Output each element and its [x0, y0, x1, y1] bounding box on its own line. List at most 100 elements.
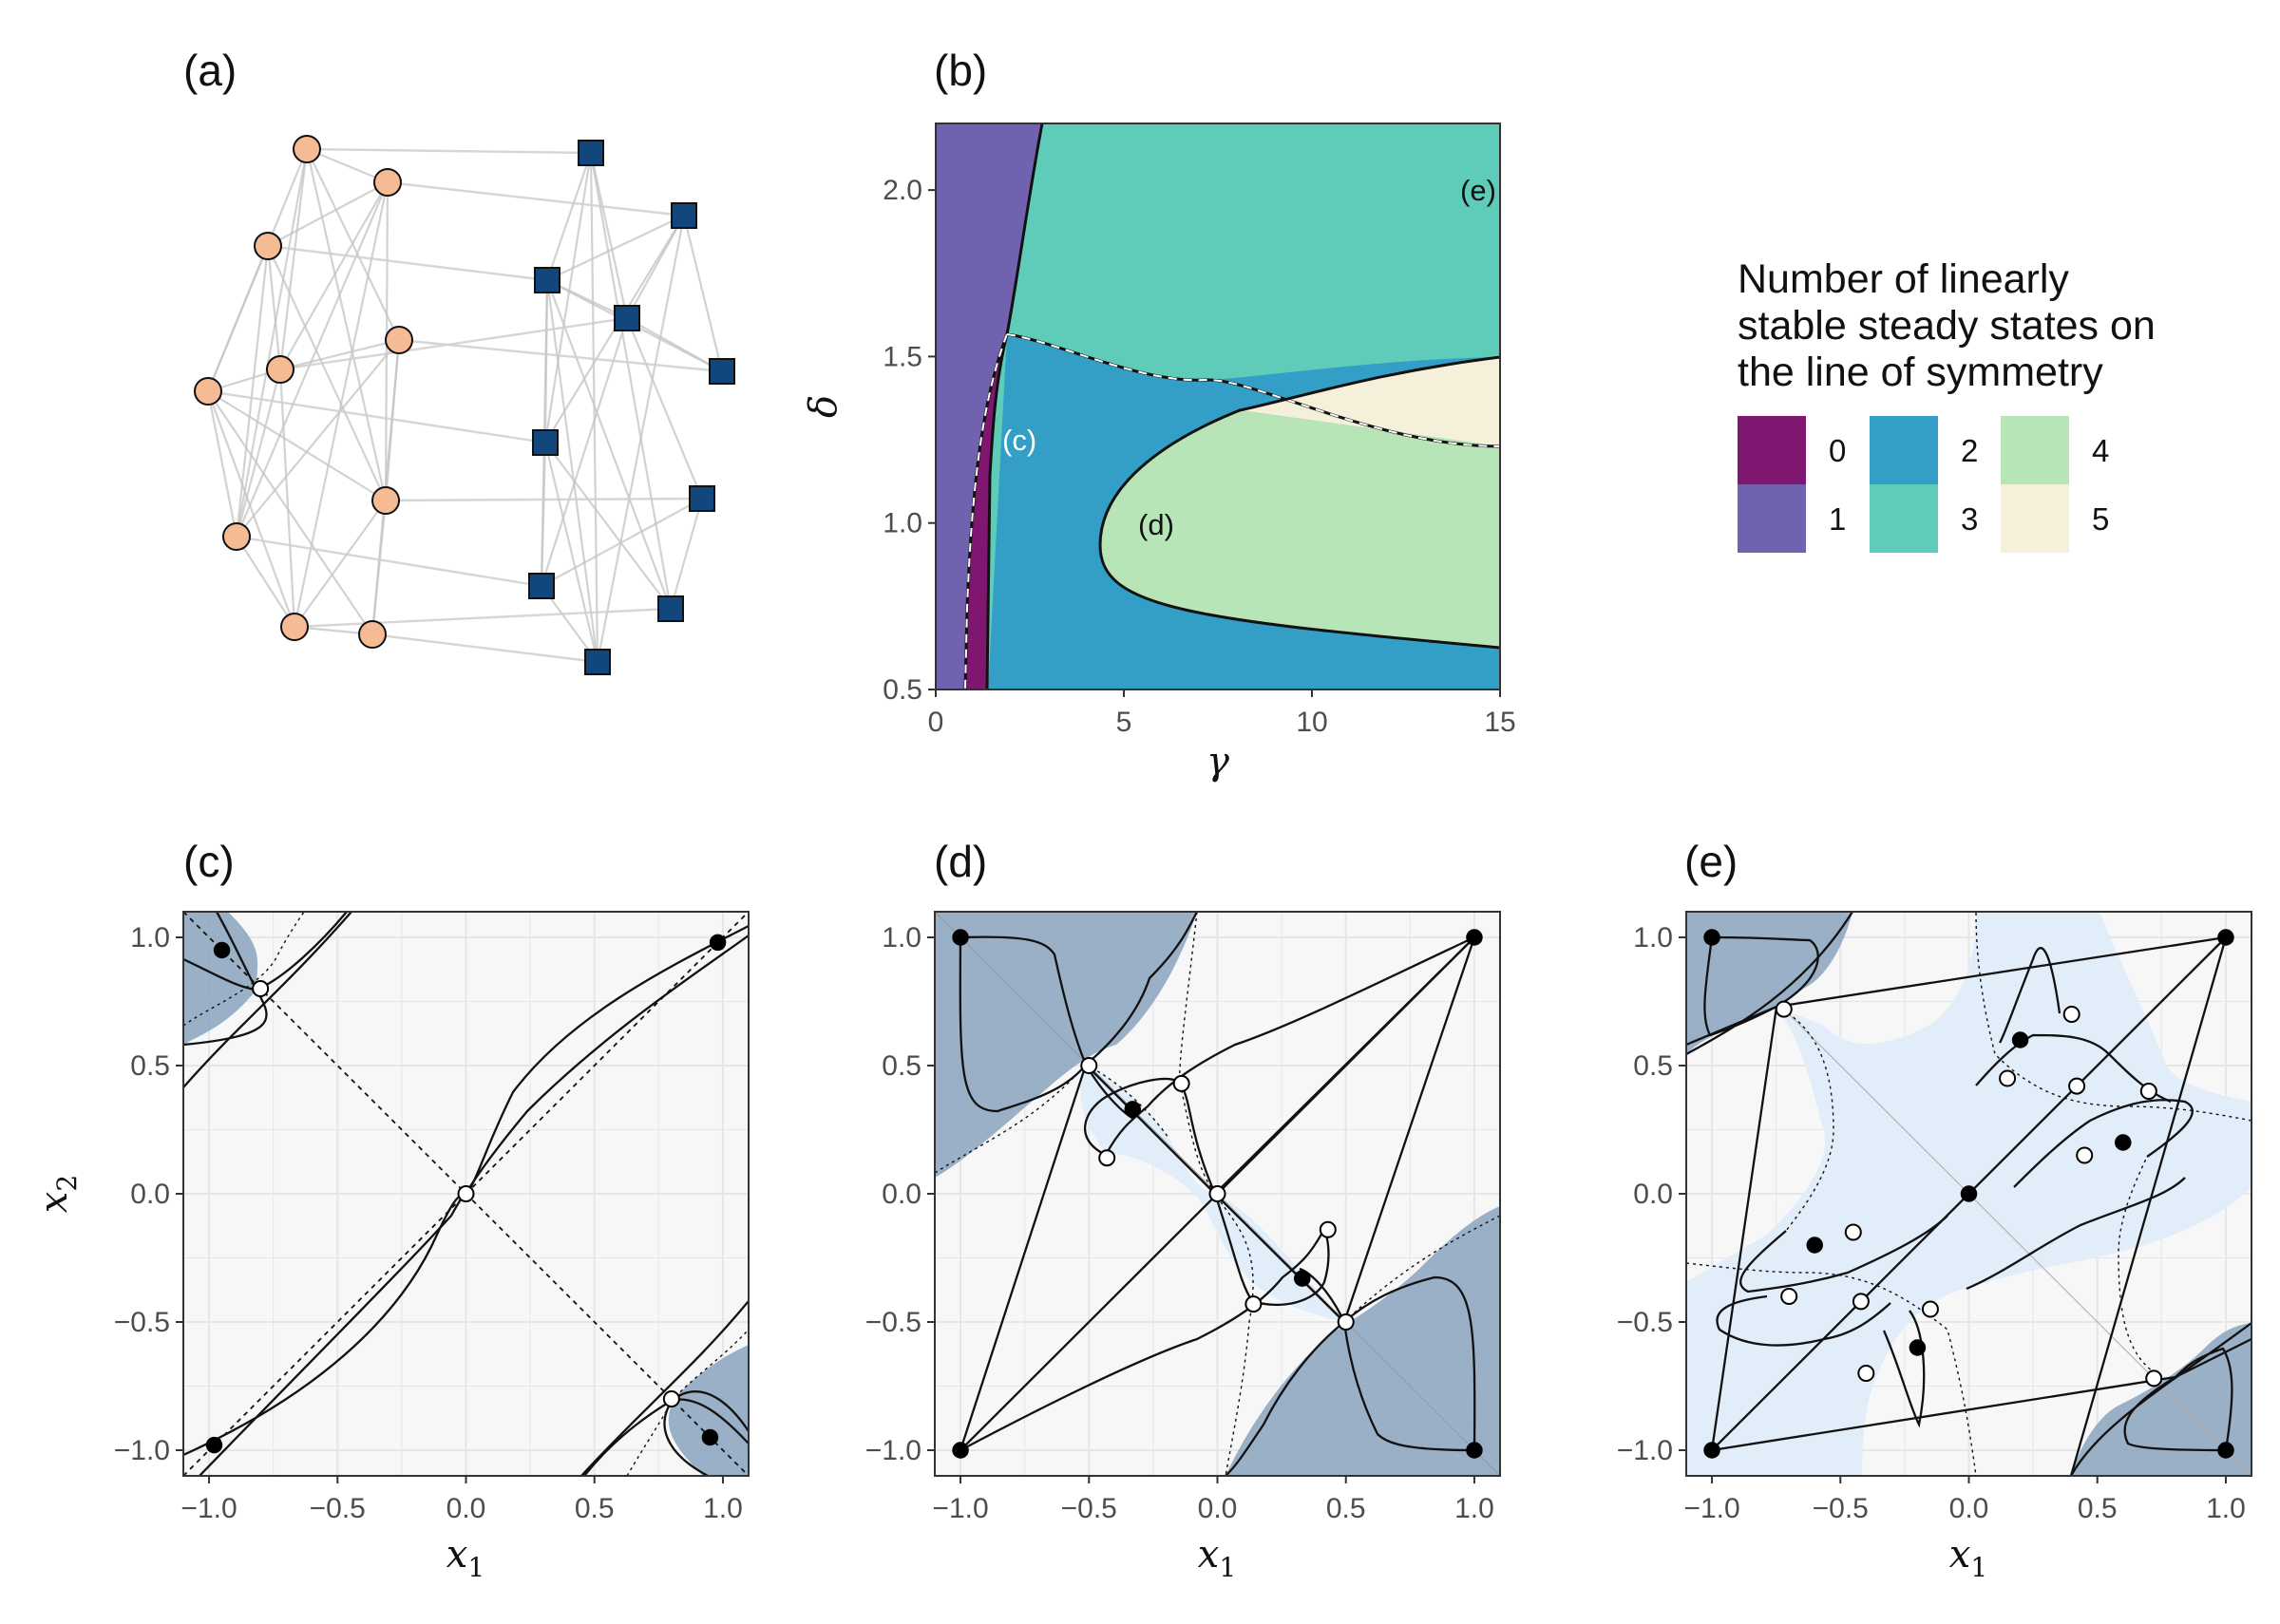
panel-d-label: (d) — [934, 837, 987, 886]
legend-key-5 — [2001, 484, 2069, 553]
unstable-point — [1098, 1149, 1116, 1167]
unstable-point — [1852, 1293, 1870, 1311]
network-edge — [546, 215, 685, 281]
x-axis-label-c: x1 — [446, 1533, 484, 1583]
network-edge — [278, 148, 309, 370]
x-tick-label: 0.5 — [1326, 1493, 1366, 1524]
network-edge — [279, 181, 389, 370]
x-tick-label: 0.0 — [446, 1493, 486, 1524]
node-circle — [266, 355, 294, 384]
network-edge — [267, 245, 387, 501]
network-edge — [541, 498, 703, 587]
y-axis-label-c: x2 — [32, 1175, 83, 1213]
legend: Number of linearly stable steady states … — [1738, 256, 2156, 553]
node-circle — [194, 377, 222, 406]
y-tick-label: −0.5 — [114, 1307, 170, 1338]
region-4 — [1100, 410, 1500, 648]
legend-key-3 — [1870, 484, 1938, 553]
stable-point — [952, 929, 969, 946]
stable-point — [2217, 929, 2234, 946]
node-circle — [371, 486, 400, 515]
panel-b-label: (b) — [934, 46, 987, 95]
network-edge — [279, 316, 628, 371]
network-edge — [385, 497, 703, 502]
basin-e-top-left — [1686, 912, 1852, 1054]
network-edge — [236, 535, 542, 588]
network-edge — [543, 152, 593, 444]
network-edge — [206, 245, 270, 392]
stable-point — [1909, 1339, 1927, 1356]
legend-title-line-3: the line of symmetry — [1738, 349, 2103, 395]
y-tick-label: 1.0 — [1633, 922, 1673, 954]
unstable-point — [1844, 1223, 1862, 1241]
network-edge — [596, 215, 686, 663]
network-edge — [266, 245, 282, 370]
x-axis-label-d: x1 — [1198, 1533, 1236, 1583]
panel-a-label: (a) — [183, 46, 237, 95]
network-edge — [207, 389, 546, 444]
region-5 — [1240, 357, 1500, 446]
panel-c-label: (c) — [183, 837, 235, 886]
unstable-point — [1857, 1365, 1875, 1382]
network-edge — [236, 339, 400, 538]
node-circle — [358, 620, 387, 649]
axes-d: −1.0 −0.5 0.0 0.5 1.0 −1.0 −0.5 0.0 0.5 1.0 — [865, 922, 1494, 1524]
network-edge — [306, 147, 389, 184]
x-tick-label: −0.5 — [310, 1493, 366, 1524]
network-edge — [294, 500, 387, 628]
network-edge — [387, 180, 685, 217]
network-edge — [371, 633, 598, 664]
unstable-point — [662, 1390, 680, 1407]
network-edge — [540, 317, 629, 587]
basin-d-bottom-right — [1226, 1206, 1500, 1476]
unstable-point — [2068, 1077, 2086, 1095]
x-tick-label: −1.0 — [1683, 1493, 1739, 1524]
y-tick-label: 0.5 — [882, 1050, 922, 1082]
unstable-point — [1337, 1313, 1355, 1331]
network-edge — [545, 279, 599, 663]
network-edge — [236, 536, 295, 628]
annotation-d: (d) — [1138, 508, 1174, 541]
points-e — [1703, 929, 2234, 1459]
y-tick-label-b: 1.5 — [883, 341, 922, 372]
x-tick-label: 1.0 — [2206, 1493, 2246, 1524]
network-edge — [625, 317, 704, 500]
x-tick-label-b: 5 — [1116, 707, 1132, 738]
legend-label-1: 1 — [1829, 501, 1846, 537]
legend-title-line-2: stable steady states on — [1738, 303, 2156, 349]
stable-point — [2217, 1442, 2234, 1459]
stable-point — [1294, 1270, 1311, 1287]
unstable-point — [1999, 1069, 2017, 1087]
y-tick-label: −1.0 — [114, 1435, 170, 1466]
basin-c-bottom-right — [668, 1345, 749, 1476]
unstable-point — [1172, 1074, 1190, 1092]
y-tick-label-b: 1.0 — [883, 508, 922, 539]
network-edge — [682, 215, 724, 372]
plot-b-border — [935, 123, 1501, 690]
network-edge — [235, 368, 282, 538]
x-axis-label-e: x1 — [1949, 1533, 1987, 1583]
x-tick-label: 0.0 — [1949, 1493, 1989, 1524]
network-edge — [370, 500, 388, 635]
panel-e-label: (e) — [1684, 837, 1738, 886]
network-edge — [207, 390, 387, 501]
stable-point — [1466, 1442, 1483, 1459]
x-tick-label: 0.5 — [575, 1493, 615, 1524]
legend-label-4: 4 — [2092, 433, 2109, 468]
network-edge — [543, 442, 599, 663]
y-tick-label: −1.0 — [1617, 1435, 1673, 1466]
network-edge — [545, 279, 673, 610]
stable-point — [1960, 1185, 1978, 1202]
legend-key-1 — [1738, 484, 1806, 553]
stable-point — [952, 1442, 969, 1459]
stable-point — [709, 934, 727, 952]
points-c — [205, 934, 727, 1454]
node-circle — [293, 135, 321, 163]
network-edge — [279, 338, 400, 371]
network-edge — [235, 148, 309, 538]
y-tick-label: 0.0 — [882, 1179, 922, 1210]
legend-key-2 — [1870, 416, 1938, 484]
stable-point — [213, 941, 231, 959]
network-edge — [545, 152, 593, 281]
axes-b: 0 5 10 15 0.5 1.0 1.5 2.0 — [883, 175, 1515, 738]
